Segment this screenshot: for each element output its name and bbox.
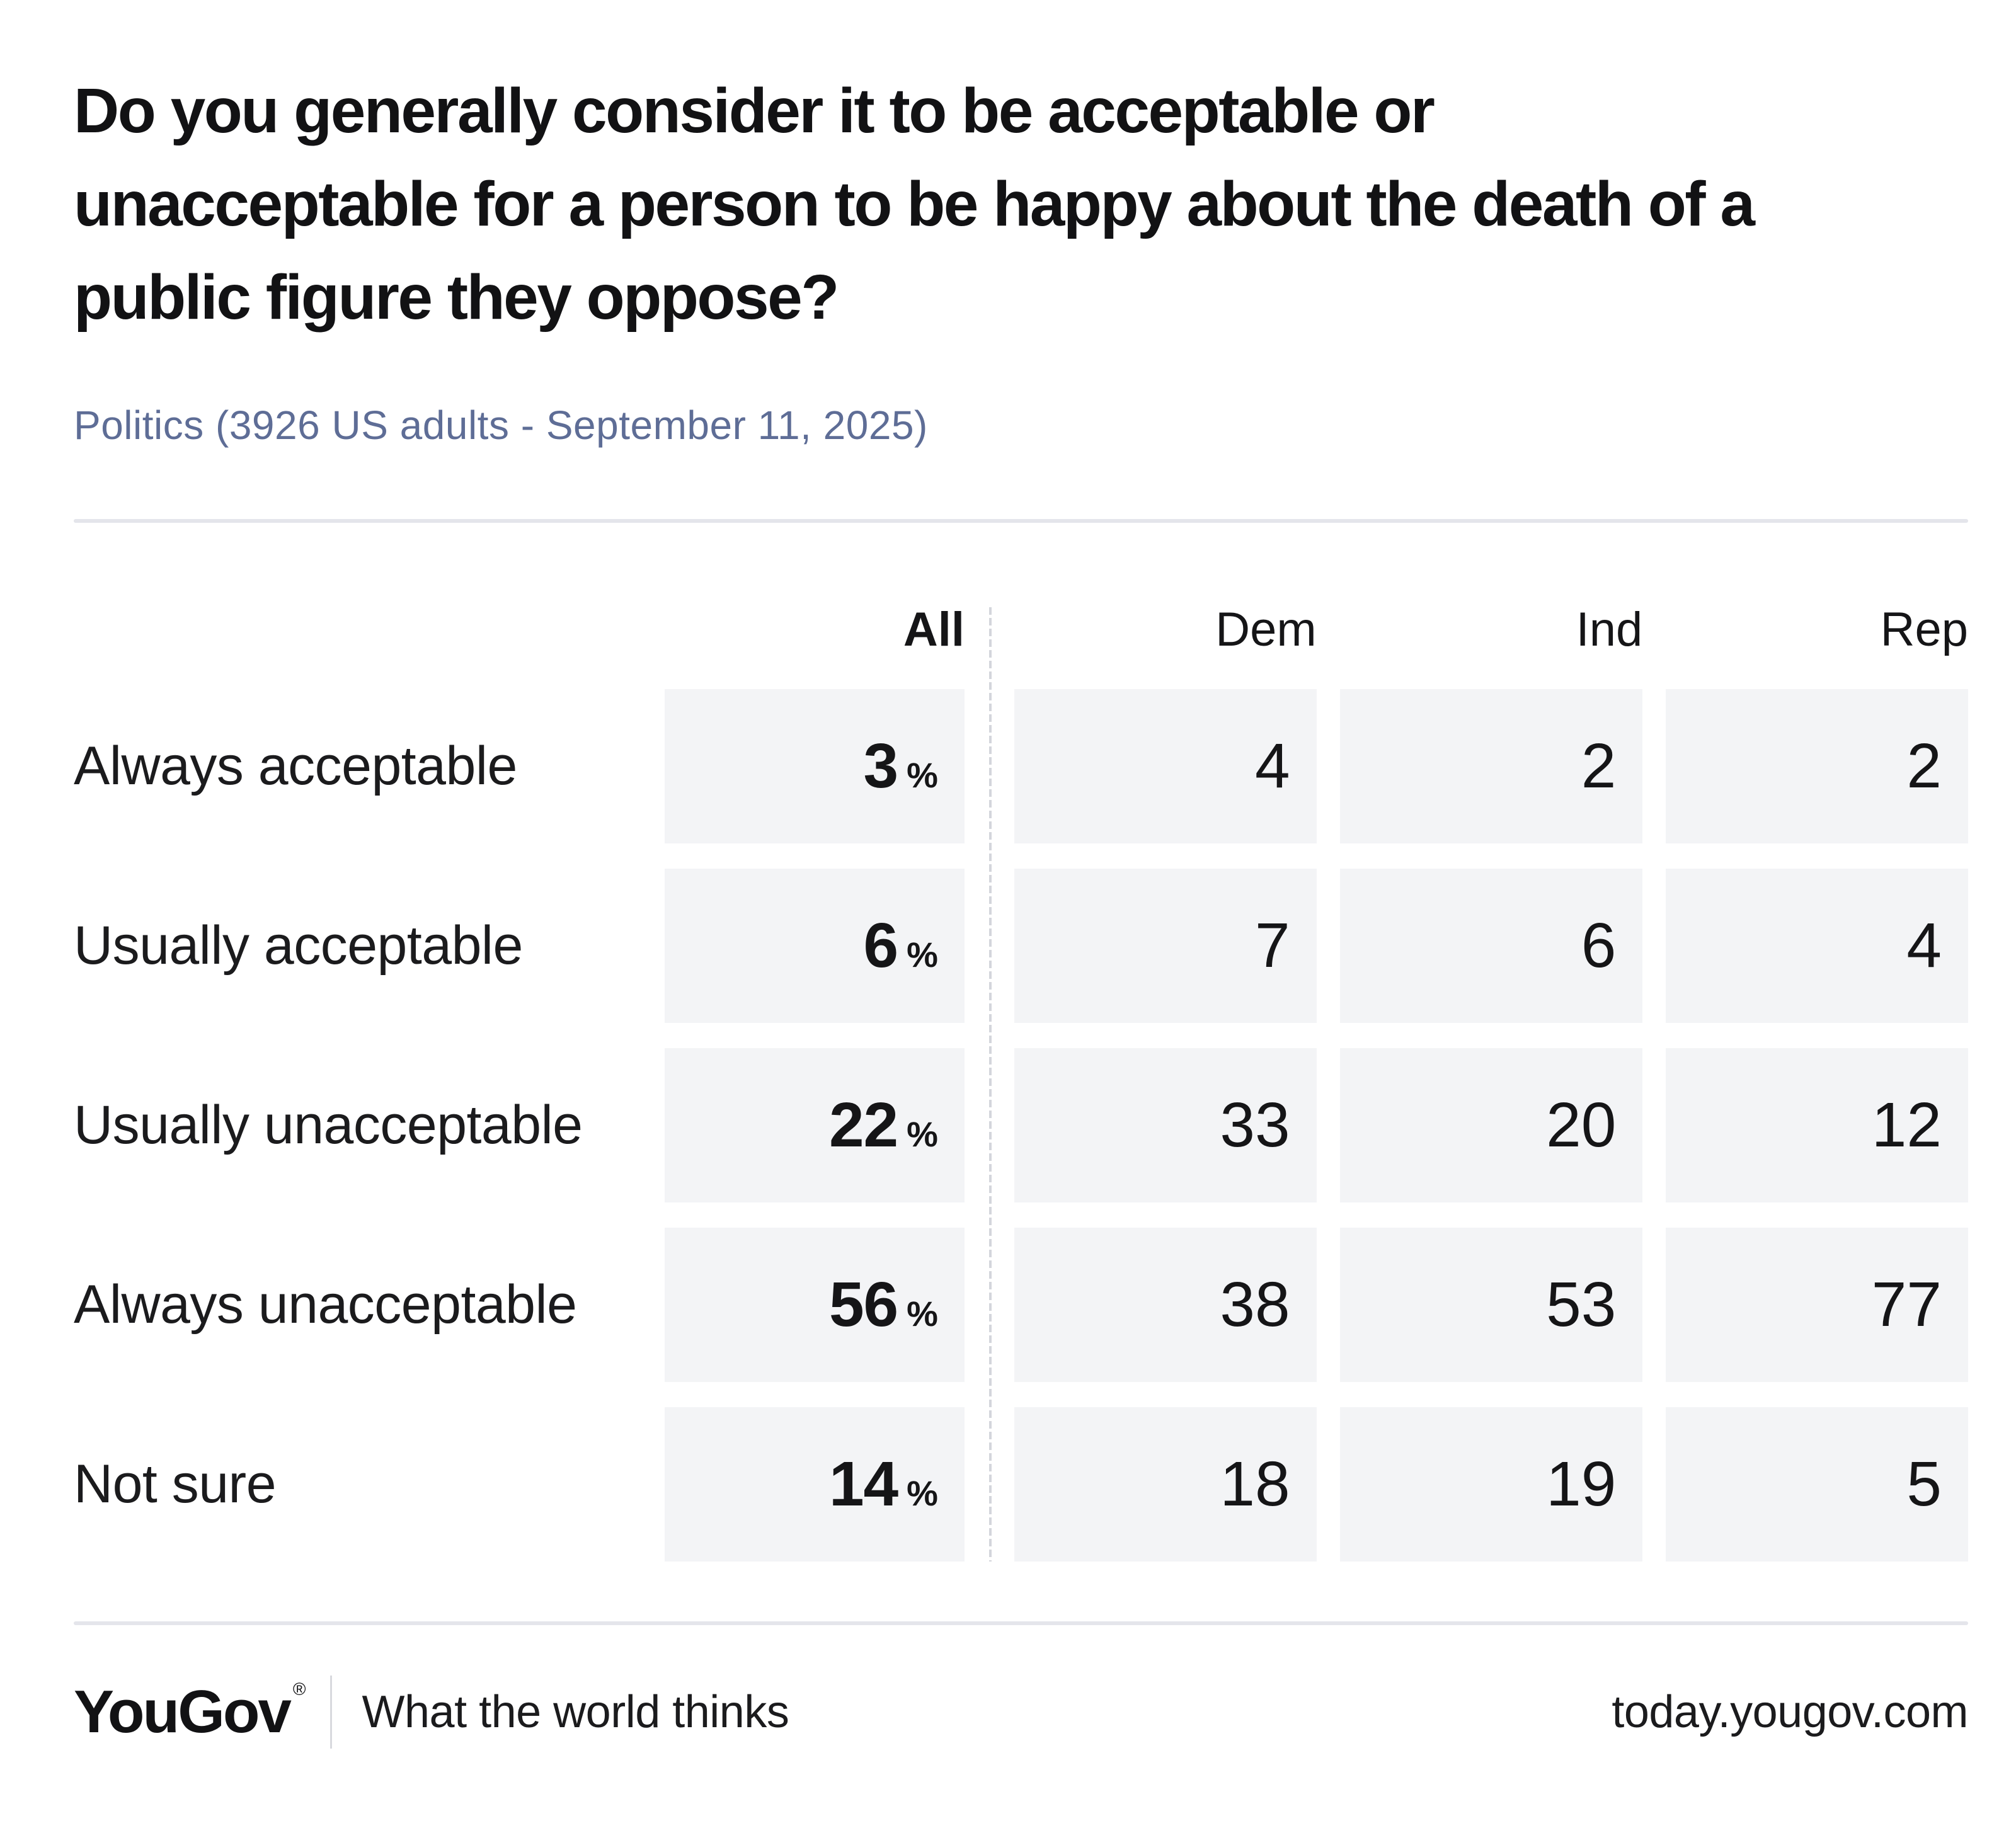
cell-dem: 7 [1014, 868, 1317, 1023]
all-vs-party-dashed-divider [989, 607, 992, 1562]
row-label: Usually acceptable [74, 915, 523, 976]
all-value: 14 [828, 1448, 898, 1519]
table-header-row: All Dem Ind Rep [74, 603, 1968, 656]
cell-all: 14% [665, 1407, 965, 1562]
cell-ind: 6 [1339, 868, 1643, 1023]
cell-ind: 19 [1339, 1407, 1643, 1562]
cell-rep: 2 [1666, 688, 1968, 843]
cell-all: 56% [665, 1227, 965, 1382]
cell-dem: 18 [1014, 1407, 1317, 1562]
page-subtitle: Politics (3926 US adults - September 11,… [74, 403, 928, 448]
page-title: Do you generally consider it to be accep… [74, 76, 1755, 333]
column-header-dem: Dem [1215, 603, 1317, 656]
all-value: 6 [863, 910, 899, 981]
yougov-logo: YouGov ® [74, 1677, 306, 1745]
registered-trademark: ® [292, 1679, 306, 1699]
cell-rep: 4 [1666, 868, 1968, 1023]
footer-separator [329, 1675, 332, 1749]
all-value: 3 [863, 730, 899, 801]
row-label: Usually unacceptable [74, 1094, 583, 1155]
all-value: 22 [828, 1089, 898, 1160]
cell-rep: 5 [1666, 1407, 1968, 1562]
footer: YouGov ® What the world thinks today.you… [74, 1674, 1968, 1750]
row-label: Not sure [74, 1453, 277, 1514]
cell-dem: 38 [1014, 1227, 1317, 1382]
cell-ind: 2 [1339, 688, 1643, 843]
table-row-not-sure: Not sure 14% 18 19 5 [74, 1407, 1968, 1562]
footer-url: today.yougov.com [1612, 1686, 1968, 1737]
table-row-always-unacceptable: Always unacceptable 56% 38 53 77 [74, 1227, 1968, 1382]
cell-all: 6% [665, 868, 965, 1023]
table-row-always-acceptable: Always acceptable 3% 4 2 2 [74, 688, 1968, 843]
cell-ind: 53 [1339, 1227, 1643, 1382]
cell-dem: 33 [1014, 1048, 1317, 1202]
percent-sign: % [907, 1293, 938, 1333]
bottom-divider [74, 1621, 1968, 1625]
results-table: All Dem Ind Rep Always acceptable 3% 4 2… [74, 603, 1968, 1562]
column-header-ind: Ind [1576, 603, 1643, 656]
cell-rep: 77 [1666, 1227, 1968, 1382]
column-header-all: All [903, 603, 965, 656]
cell-all: 22% [665, 1048, 965, 1202]
percent-sign: % [907, 1473, 938, 1513]
yougov-logo-text: YouGov [74, 1677, 292, 1745]
table-row-usually-acceptable: Usually acceptable 6% 7 6 4 [74, 868, 1968, 1023]
cell-rep: 12 [1666, 1048, 1968, 1202]
top-divider [74, 519, 1968, 523]
percent-sign: % [907, 1114, 938, 1154]
cell-ind: 20 [1339, 1048, 1643, 1202]
row-label: Always unacceptable [74, 1274, 577, 1335]
cell-dem: 4 [1014, 688, 1317, 843]
percent-sign: % [907, 934, 938, 974]
cell-all: 3% [665, 688, 965, 843]
footer-tagline: What the world thinks [362, 1686, 789, 1737]
row-label: Always acceptable [74, 735, 517, 796]
percent-sign: % [907, 755, 938, 795]
all-value: 56 [828, 1269, 898, 1340]
column-header-rep: Rep [1880, 603, 1968, 656]
table-row-usually-unacceptable: Usually unacceptable 22% 33 20 12 [74, 1048, 1968, 1202]
